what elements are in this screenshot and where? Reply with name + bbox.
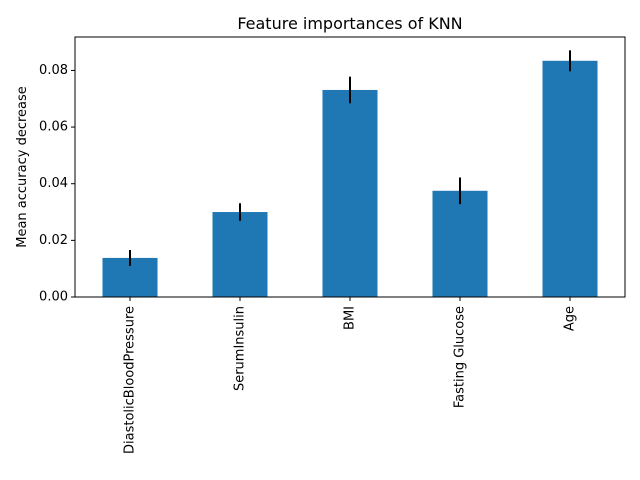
bar-1 <box>212 212 268 297</box>
y-tick-label-2: 0.04 <box>39 176 68 191</box>
y-tick-label-3: 0.06 <box>39 120 68 135</box>
y-axis-label: Mean accuracy decrease <box>15 86 30 248</box>
bar-4 <box>542 60 598 297</box>
x-tick-label-3: Fasting Glucose <box>453 306 468 408</box>
y-tick-label-4: 0.08 <box>39 63 68 78</box>
error-bars-group <box>129 50 571 266</box>
plot-area: 0.00 0.02 0.04 0.06 0.08 DiastolicBloodPress… <box>39 36 626 454</box>
x-tick-label-4: Age <box>563 306 578 331</box>
y-tick-label-1: 0.02 <box>39 233 68 248</box>
x-tick-label-2: BMI <box>343 306 358 330</box>
x-tick-label-1: SerumInsulin <box>233 306 248 391</box>
x-tick-label-0: DiastolicBloodPressure <box>123 306 138 454</box>
bar-3 <box>432 190 488 297</box>
plot-frame <box>74 36 626 298</box>
x-ticks-group: DiastolicBloodPressure SerumInsulin BMI Fas… <box>123 297 578 454</box>
y-ticks-group: 0.00 0.02 0.04 0.06 0.08 <box>39 63 75 305</box>
y-tick-label-0: 0.00 <box>39 290 68 305</box>
chart-title: Feature importances of KNN <box>237 14 462 33</box>
bar-2 <box>322 89 378 298</box>
bars-group <box>102 60 598 298</box>
